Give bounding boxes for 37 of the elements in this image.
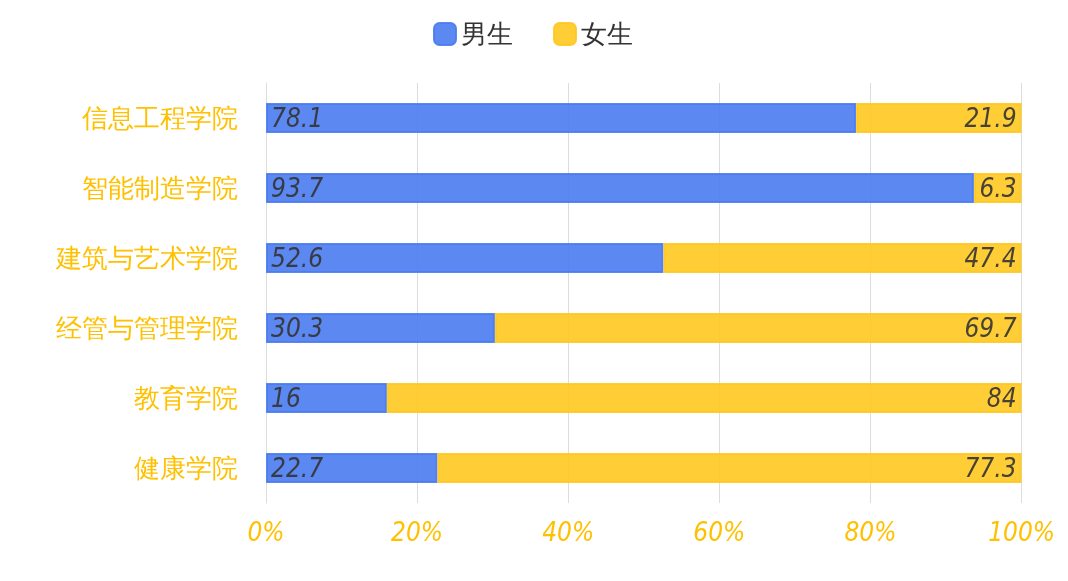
bar — [266, 243, 664, 273]
data-label: 47.4 — [964, 243, 1017, 273]
bar — [266, 103, 857, 133]
bar — [266, 173, 974, 203]
x-tick-label: 80% — [844, 517, 897, 547]
data-label: 93.7 — [271, 173, 324, 203]
data-label: 16 — [271, 383, 301, 413]
data-label: 78.1 — [271, 103, 324, 133]
y-tick-label: 健康学院 — [134, 453, 238, 483]
data-label: 69.7 — [964, 313, 1017, 343]
y-tick-label: 信息工程学院 — [82, 103, 238, 133]
y-tick-label: 经管与管理学院 — [56, 313, 238, 343]
data-label: 6.3 — [979, 173, 1017, 203]
x-tick-label: 20% — [391, 517, 444, 547]
y-tick-label: 建筑与艺术学院 — [55, 243, 238, 273]
bar — [663, 243, 1022, 273]
bar — [266, 313, 495, 343]
data-label: 21.9 — [964, 103, 1017, 133]
legend-label: 男生 — [461, 19, 513, 49]
data-label: 77.3 — [964, 453, 1017, 483]
bar — [494, 313, 1022, 343]
data-label: 52.6 — [271, 243, 324, 273]
bar — [856, 103, 1022, 133]
bar — [266, 453, 438, 483]
y-tick-label: 教育学院 — [134, 383, 238, 413]
x-tick-label: 100% — [988, 517, 1055, 547]
data-label: 30.3 — [271, 313, 324, 343]
x-tick-label: 40% — [542, 517, 595, 547]
data-label: 84 — [986, 383, 1017, 413]
legend-label: 女生 — [581, 19, 633, 49]
bar — [386, 383, 1022, 413]
data-label: 22.7 — [271, 453, 324, 483]
x-tick-label: 60% — [693, 517, 746, 547]
bar — [437, 453, 1022, 483]
bar — [266, 383, 387, 413]
x-tick-label: 0% — [247, 517, 285, 547]
y-tick-label: 智能制造学院 — [82, 173, 238, 203]
